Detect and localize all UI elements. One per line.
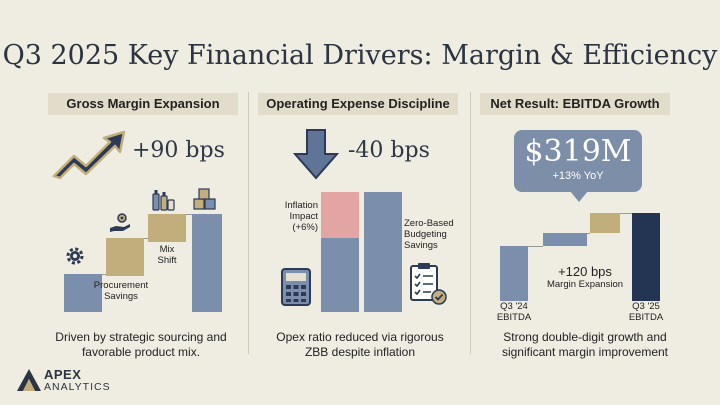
logo-sub: ANALYTICS [44, 381, 111, 393]
zbb-label: Zero-Based Budgeting Savings [404, 218, 454, 251]
logo-name: APEX [44, 367, 82, 382]
opex-zbb-bar [364, 192, 402, 312]
ebitda-end-label: Q3 '25 EBITDA [624, 301, 668, 323]
down-arrow-icon [293, 129, 339, 180]
trend-up-arrow-icon [52, 130, 126, 180]
checklist-icon [410, 263, 447, 305]
ebitda-margin-bar [590, 213, 620, 233]
gross-margin-footer: Driven by strategic sourcing and favorab… [55, 330, 227, 359]
gm-start-bar [64, 274, 102, 312]
opex-footer: Opex ratio reduced via rigorous ZBB desp… [276, 330, 444, 359]
opex-base-bar [321, 238, 359, 312]
opex-inflation-bar [321, 192, 359, 238]
ebitda-connector [528, 246, 543, 247]
page-title: Q3 2025 Key Financial Drivers: Margin & … [2, 40, 718, 71]
opex-header: Operating Expense Discipline [258, 93, 458, 115]
ebitda-margin-label: Margin Expansion [546, 279, 624, 290]
callout-tail [570, 191, 588, 202]
gm-procurement-bar [106, 238, 144, 276]
boxes-icon [193, 188, 216, 210]
panel-divider [470, 92, 471, 354]
ebitda-value: $319M [524, 134, 632, 169]
ebitda-footer: Strong double-digit growth and significa… [501, 330, 669, 359]
mix-shift-label: Mix Shift [157, 244, 177, 266]
logo-text: APEX ANALYTICS [44, 367, 111, 393]
opex-change: -40 bps [348, 138, 430, 163]
bottles-icon [152, 190, 175, 211]
panel-divider [248, 92, 249, 354]
ebitda-end-bar [632, 213, 660, 312]
gm-end-bar [192, 214, 222, 312]
ebitda-header: Net Result: EBITDA Growth [480, 93, 670, 115]
gear-icon [66, 247, 84, 265]
hand-gear-icon [110, 213, 130, 232]
ebitda-start-label: Q3 '24 EBITDA [492, 301, 536, 323]
apex-logo-icon [17, 369, 41, 391]
ebitda-connector [620, 213, 632, 214]
gm-connector [102, 274, 106, 275]
gm-connector [186, 214, 192, 215]
ebitda-callout: $319M +13% YoY [514, 130, 642, 192]
calculator-icon [281, 268, 311, 306]
gm-mix-bar [148, 214, 186, 242]
ebitda-margin-change: +120 bps [558, 264, 612, 279]
ebitda-connector [587, 233, 590, 234]
gross-margin-change: +90 bps [132, 138, 225, 163]
inflation-label: Inflation Impact (+6%) [284, 200, 318, 233]
procurement-label: Procurement Savings [93, 280, 149, 302]
gm-connector [144, 238, 148, 239]
ebitda-step-bar [543, 233, 587, 246]
ebitda-yoy: +13% YoY [552, 170, 604, 182]
gross-margin-header: Gross Margin Expansion [48, 93, 238, 115]
